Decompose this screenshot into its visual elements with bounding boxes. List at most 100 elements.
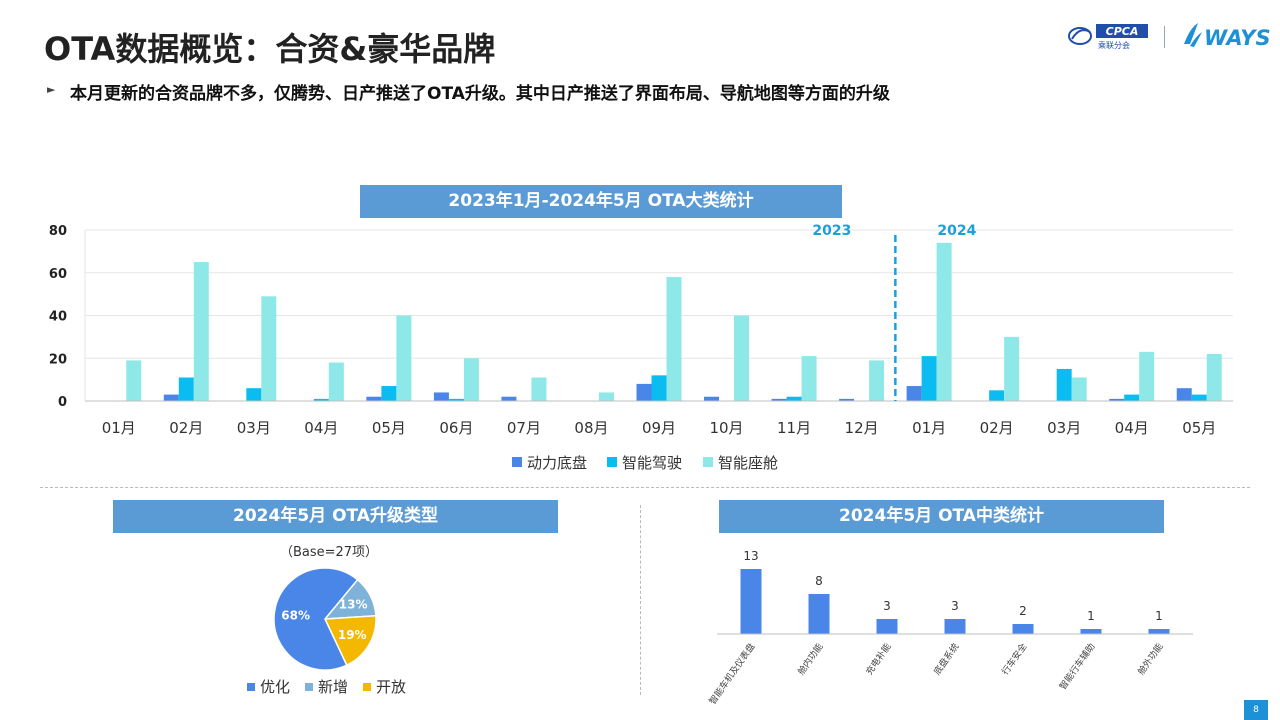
- cockpit-bar: [598, 392, 614, 401]
- x-tick-label: 08月: [574, 419, 608, 437]
- cockpit-bar: [936, 242, 952, 401]
- adas-bar: [1191, 394, 1207, 401]
- cpca-logo-text: CPCA: [1106, 25, 1139, 38]
- adas-bar: [786, 396, 802, 401]
- cpca-logo: CPCA 乘联分会: [1068, 22, 1150, 50]
- adas-bar: [313, 398, 329, 401]
- mid-bar: [1080, 629, 1102, 634]
- page-title: OTA数据概览：合资&豪华品牌: [44, 30, 496, 68]
- cockpit-bar: [801, 356, 817, 401]
- mid-category-label: 行车安全: [999, 641, 1029, 677]
- mid-bar: [1012, 624, 1034, 634]
- adas-bar: [448, 398, 464, 401]
- cockpit-bar: [261, 296, 277, 401]
- ways-logo: WAYS: [1180, 20, 1272, 50]
- cockpit-bar: [328, 362, 344, 401]
- cockpit-bar: [666, 277, 682, 401]
- cockpit-bar: [531, 377, 547, 401]
- dynamics-bar: [163, 394, 179, 401]
- x-tick-label: 04月: [304, 419, 338, 437]
- legend-swatch: [607, 457, 617, 467]
- adas-bar: [1056, 368, 1072, 401]
- mid-bar-value: 2: [1019, 604, 1027, 618]
- main-bar-chart: 0 20 40 60 80 01月 02月 03月 04月 05月 06月 07月 08月 09月 10月 1…: [49, 223, 1233, 472]
- mid-bar: [808, 594, 830, 634]
- dynamics-bar: [1109, 398, 1125, 401]
- adas-bar: [1124, 394, 1140, 401]
- dynamics-bar: [636, 383, 652, 401]
- dynamics-bar: [501, 396, 517, 401]
- mid-bar-value: 13: [743, 549, 758, 563]
- dynamics-bar: [433, 392, 449, 401]
- x-tick-label: 07月: [507, 419, 541, 437]
- pie-legend-swatch: [305, 683, 313, 691]
- x-tick-label: 05月: [372, 419, 406, 437]
- cockpit-bar: [463, 358, 479, 401]
- y-tick-label: 0: [58, 395, 67, 410]
- mid-category-label: 舱内功能: [795, 641, 825, 677]
- pie-base-note: （Base=27项）: [279, 545, 379, 560]
- x-tick-label: 05月: [1182, 419, 1216, 437]
- mid-bar: [944, 619, 966, 634]
- x-tick-label: 01月: [912, 419, 946, 437]
- mid-bar: [876, 619, 898, 634]
- mid-category-label: 舱外功能: [1135, 641, 1165, 677]
- pie-slice-optimize: [273, 567, 359, 671]
- cockpit-bar: [1004, 336, 1020, 401]
- legend-label: 动力底盘: [527, 454, 587, 472]
- dynamics-bar: [1176, 388, 1192, 401]
- mid-bar-value: 3: [951, 599, 959, 613]
- cpca-logo-subtext: 乘联分会: [1098, 40, 1130, 50]
- adas-bar: [381, 386, 397, 401]
- dynamics-bar: [366, 396, 382, 401]
- x-tick-label: 01月: [102, 419, 136, 437]
- legend-label: 智能座舱: [718, 454, 778, 472]
- page-number: 8: [1244, 700, 1268, 720]
- legend-swatch: [512, 457, 522, 467]
- pie-legend-swatch: [363, 683, 371, 691]
- bullet-arrow-icon: ►: [47, 83, 56, 96]
- pie-chart: 13% 19% 68% 优化 新增 开放: [247, 567, 406, 696]
- ways-swoosh-icon: [1184, 23, 1198, 44]
- y-tick-label: 80: [49, 224, 67, 239]
- pie-slice-label: 19%: [338, 628, 367, 642]
- adas-bar: [246, 388, 262, 401]
- mid-bar-chart: 13 智能车机及仪表盘 8 舱内功能 3 充电补能 3 底盘系统 2 行车安全 1 智能行车辅助 1 舱外…: [706, 549, 1193, 707]
- cockpit-bar: [396, 315, 412, 401]
- horizontal-divider: [40, 487, 1250, 488]
- mid-chart-title: 2024年5月 OTA中类统计: [719, 500, 1164, 533]
- dynamics-bar: [839, 398, 855, 401]
- pie-slice-label: 13%: [339, 598, 368, 612]
- legend-swatch: [703, 457, 713, 467]
- year-label-2023: 2023: [812, 223, 851, 239]
- adas-bar: [178, 377, 194, 401]
- x-tick-label: 11月: [777, 419, 811, 437]
- dynamics-bar: [906, 386, 922, 401]
- x-tick-label: 10月: [709, 419, 743, 437]
- cockpit-bar: [193, 262, 209, 401]
- dynamics-bar: [704, 396, 720, 401]
- x-tick-label: 09月: [642, 419, 676, 437]
- mid-bar-value: 8: [815, 574, 823, 588]
- cockpit-bar: [1071, 377, 1087, 401]
- mid-bar: [1148, 629, 1170, 634]
- x-tick-label: 02月: [169, 419, 203, 437]
- adas-bar: [651, 375, 667, 401]
- y-tick-label: 40: [49, 310, 67, 325]
- vertical-divider: [640, 505, 641, 695]
- y-tick-label: 60: [49, 267, 67, 282]
- cockpit-bar: [1206, 353, 1222, 401]
- x-tick-label: 06月: [439, 419, 473, 437]
- dynamics-bar: [771, 398, 787, 401]
- mid-category-label: 智能行车辅助: [1057, 641, 1098, 692]
- pie-legend-label: 优化: [260, 678, 290, 696]
- mid-bar-value: 3: [883, 599, 891, 613]
- pie-slice-open: [323, 615, 377, 667]
- x-tick-label: 04月: [1115, 419, 1149, 437]
- year-label-2024: 2024: [937, 223, 976, 239]
- cockpit-bar: [1139, 351, 1155, 401]
- main-chart-title: 2023年1月-2024年5月 OTA大类统计: [360, 185, 842, 218]
- mid-bar-value: 1: [1087, 609, 1095, 623]
- cpca-swirl-icon: [1068, 27, 1092, 45]
- mid-bar: [740, 569, 762, 634]
